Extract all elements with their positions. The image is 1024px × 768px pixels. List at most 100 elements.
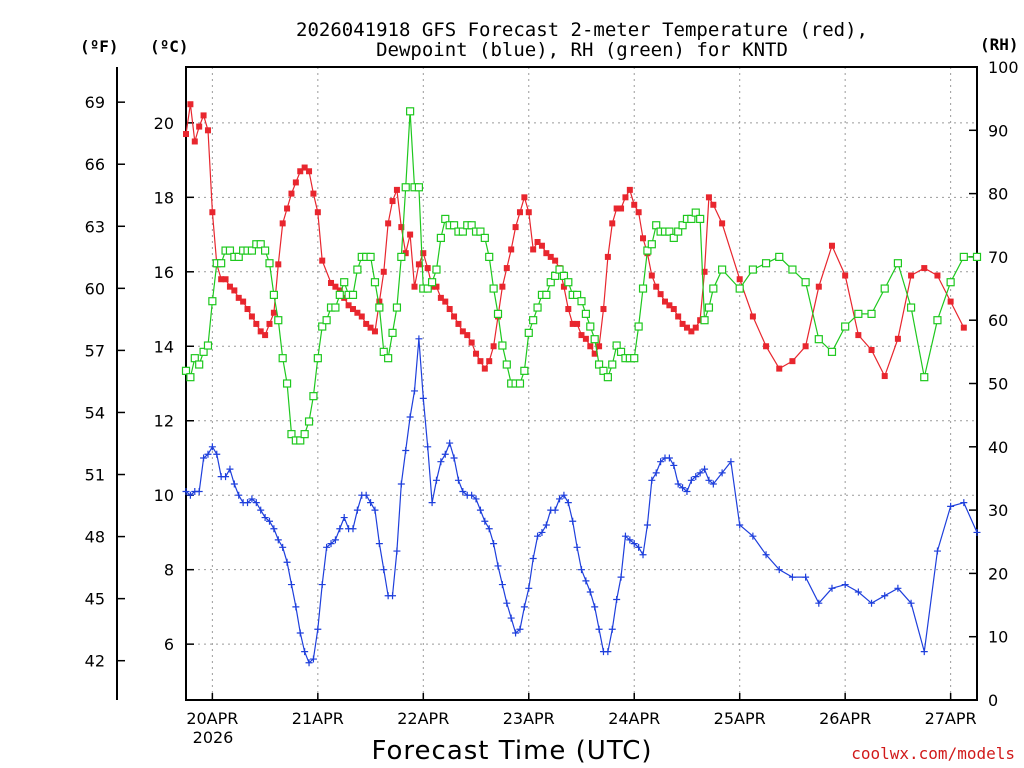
rh-point — [678, 221, 687, 230]
rh-tick-label: 60 — [988, 311, 1008, 330]
rh-point — [788, 265, 797, 274]
rh-tick-label: 10 — [988, 628, 1008, 647]
dewpoint-point — [635, 543, 643, 551]
fahrenheit-tick-label: 54 — [85, 403, 105, 422]
temperature-point — [776, 365, 783, 372]
dewpoint-point — [573, 543, 581, 551]
dewpoint-point — [397, 480, 405, 488]
rh-tick-label: 80 — [988, 185, 1008, 204]
dewpoint-point — [279, 543, 287, 551]
dewpoint-point — [657, 458, 665, 466]
temperature-point — [473, 350, 480, 357]
temperature-point — [196, 123, 203, 130]
x-tick-label: 24APR — [608, 709, 660, 728]
celsius-tick-label: 20 — [154, 114, 174, 133]
rh-unit-label: (RH) — [980, 35, 1019, 54]
dewpoint-point — [318, 581, 326, 589]
dewpoint-point — [736, 521, 744, 529]
temperature-point — [565, 306, 572, 313]
rh-point — [449, 221, 459, 230]
rh-point — [190, 354, 199, 363]
rh-point — [854, 309, 863, 318]
fahrenheit-tick-label: 66 — [85, 155, 105, 174]
dewpoint-point — [380, 566, 388, 574]
rh-point — [520, 366, 529, 375]
temperature-point — [402, 250, 409, 257]
celsius-tick-label: 6 — [164, 635, 174, 654]
dewpoint-point — [960, 499, 968, 507]
dewpoint-point — [604, 648, 612, 656]
rh-point — [524, 328, 533, 337]
rh-point — [436, 233, 445, 243]
dewpoint-point — [868, 599, 876, 607]
temperature-point — [842, 272, 849, 279]
dewpoint-point — [393, 547, 401, 555]
temperature-point — [288, 190, 295, 197]
dewpoint-point — [186, 491, 194, 499]
temperature-point — [284, 205, 291, 212]
dewpoint-point — [749, 532, 757, 540]
temperature-point — [503, 265, 510, 272]
rh-point — [801, 278, 810, 287]
temperature-point — [530, 246, 537, 253]
dewpoint-point — [257, 506, 265, 514]
dewpoint-point — [542, 521, 550, 529]
dewpoint-point — [362, 491, 370, 499]
dewpoint-point — [336, 525, 344, 533]
temperature-point — [389, 198, 396, 205]
temperature-point — [828, 242, 835, 249]
rh-point — [612, 341, 621, 350]
temperature-point — [231, 287, 238, 294]
temperature-point — [393, 186, 400, 193]
temperature-point — [591, 350, 598, 357]
temperature-point — [451, 313, 458, 320]
rh-point — [920, 373, 929, 382]
x-tick-label: 23APR — [503, 709, 555, 728]
temperature-point — [679, 320, 686, 327]
rh-point — [375, 303, 384, 312]
rh-point — [502, 360, 511, 369]
rh-point — [674, 227, 683, 236]
rh-point — [335, 290, 344, 299]
rh-point — [893, 259, 903, 268]
dewpoint-point — [244, 499, 252, 507]
rh-point — [203, 341, 213, 350]
dewpoint-point — [331, 536, 339, 544]
dewpoint-point — [520, 603, 528, 611]
temperature-point — [596, 343, 603, 350]
temperature-line — [185, 104, 965, 378]
dewpoint-point — [446, 439, 454, 447]
temperature-point — [209, 209, 216, 216]
rh-point — [564, 278, 573, 287]
temperature-point — [385, 220, 392, 227]
rh-point — [581, 309, 590, 318]
temperature-point — [894, 335, 901, 342]
fahrenheit-tick-label: 51 — [85, 466, 105, 485]
temperature-point — [429, 283, 436, 290]
rh-point — [296, 436, 305, 445]
temperature-point — [582, 335, 589, 342]
rh-point — [217, 259, 226, 268]
dewpoint-point — [252, 499, 260, 507]
dewpoint-point — [586, 588, 594, 596]
temperature-point — [248, 313, 255, 320]
rh-point — [208, 297, 217, 306]
temperature-point — [297, 168, 304, 175]
temperature-point — [736, 276, 743, 283]
rh-point — [529, 316, 538, 325]
dewpoint-point — [696, 469, 704, 477]
axes — [116, 66, 978, 701]
temperature-point — [424, 265, 431, 272]
rh-tick-label: 0 — [988, 691, 998, 710]
dewpoint-point — [441, 450, 449, 458]
dewpoint-point — [701, 465, 709, 473]
fahrenheit-tick-label: 42 — [85, 652, 105, 671]
temperature-point — [345, 302, 352, 309]
dewpoint-point — [665, 454, 673, 462]
dewpoint-point — [274, 536, 282, 544]
dewpoint-point — [788, 573, 796, 581]
rh-point — [331, 303, 340, 312]
temperature-point — [464, 332, 471, 339]
rh-point — [278, 354, 287, 363]
